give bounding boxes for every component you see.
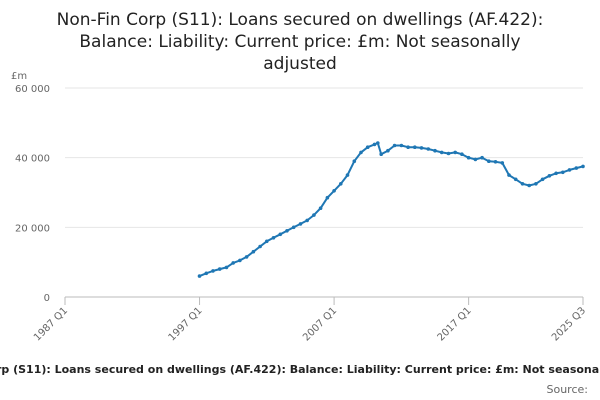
data-point[interactable] [574,166,579,170]
data-point[interactable] [204,271,209,276]
data-point[interactable] [265,239,269,244]
data-point[interactable] [500,161,505,165]
data-point[interactable] [298,222,303,226]
data-point[interactable] [460,152,464,156]
data-point[interactable] [291,225,296,230]
data-point[interactable] [581,164,585,169]
data-point[interactable] [318,206,323,210]
data-point[interactable] [197,274,202,278]
data-point[interactable] [211,269,215,273]
data-point[interactable] [312,213,316,217]
data-point[interactable] [399,143,404,148]
data-point[interactable] [332,189,336,193]
data-point[interactable] [466,155,471,160]
data-point[interactable] [527,183,531,188]
y-tick-label: 40 000 [15,154,50,165]
data-point[interactable] [231,261,235,265]
x-tick-label: 2007 Q1 [301,305,339,343]
data-point[interactable] [244,255,249,259]
data-point[interactable] [419,146,424,150]
x-tick-label: 1997 Q1 [167,305,205,343]
data-point[interactable] [480,155,484,160]
data-point[interactable] [392,143,397,148]
data-point[interactable] [439,150,444,155]
gridlines [65,87,583,298]
data-point[interactable] [426,147,431,151]
chart-title-line-1: Non-Fin Corp (S11): Loans secured on dwe… [57,10,544,30]
data-point[interactable] [285,229,289,233]
data-point[interactable] [547,174,552,178]
data-point[interactable] [493,160,498,164]
data-point[interactable] [520,182,525,186]
data-point[interactable] [339,182,343,186]
data-point[interactable] [567,168,572,172]
data-point[interactable] [365,145,370,149]
data-point[interactable] [446,151,451,156]
y-tick-label: 0 [44,293,50,304]
data-point[interactable] [453,150,458,155]
data-point[interactable] [554,171,558,176]
source-label: Source: [547,383,589,396]
data-point[interactable] [413,145,417,149]
data-point[interactable] [540,177,545,182]
data-point[interactable] [345,173,350,177]
data-point[interactable] [534,182,538,186]
data-point[interactable] [217,267,222,271]
legend-series-label: Non-Fin Corp (S11): Loans secured on dwe… [0,363,600,376]
data-point[interactable] [352,159,357,163]
data-point[interactable] [561,170,565,175]
y-axis-unit-label: £m [11,71,27,82]
data-point[interactable] [487,159,491,163]
data-point[interactable] [376,141,380,145]
chart-title-line-3: adjusted [263,54,336,74]
data-point[interactable] [372,142,377,147]
data-point[interactable] [513,177,518,182]
data-point[interactable] [271,236,276,240]
x-tick-label: 2025 Q3 [550,305,588,343]
data-point[interactable] [359,150,363,155]
data-point[interactable] [433,148,437,153]
data-point[interactable] [224,265,229,270]
y-tick-label: 60 000 [15,84,50,95]
series-line [199,142,584,278]
x-axis: 1987 Q1 1997 Q1 2007 Q1 2017 Q1 2025 Q3 [32,297,588,343]
series-polyline [199,142,584,278]
data-point[interactable] [258,244,262,249]
data-point[interactable] [325,195,330,200]
data-point[interactable] [507,173,511,177]
chart-title-line-2: Balance: Liability: Current price: £m: N… [79,32,520,52]
y-tick-label: 20 000 [15,223,50,234]
data-point[interactable] [305,218,310,223]
x-tick-label: 2017 Q1 [436,305,474,343]
data-point[interactable] [386,148,390,153]
series-points [197,141,585,278]
y-axis-ticks: 0 20 000 40 000 60 000 [15,84,50,304]
data-point[interactable] [278,232,283,237]
data-point[interactable] [251,249,256,254]
data-point[interactable] [406,145,410,149]
x-tick-label: 1987 Q1 [32,305,70,343]
data-point[interactable] [379,152,384,156]
data-point[interactable] [238,258,242,263]
data-point[interactable] [473,157,478,162]
